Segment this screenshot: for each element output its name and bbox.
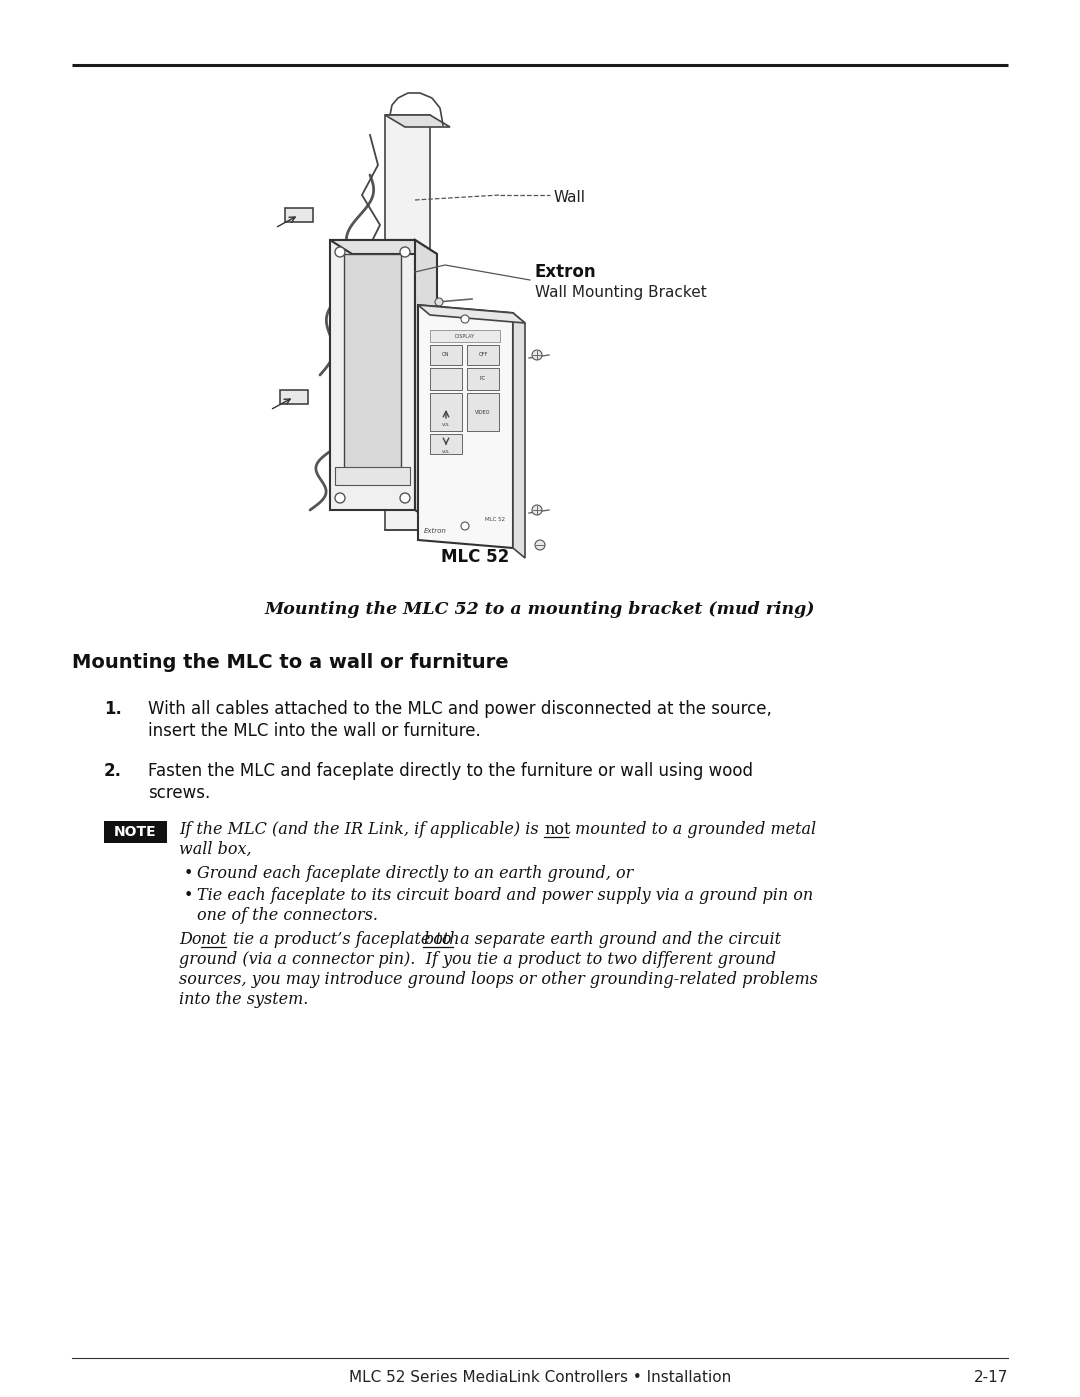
Text: not: not — [544, 821, 570, 838]
Bar — [280, 390, 308, 404]
Polygon shape — [513, 313, 525, 557]
Bar — [467, 393, 499, 432]
Bar — [345, 254, 401, 476]
Circle shape — [335, 247, 345, 257]
Bar — [467, 367, 499, 390]
Bar — [430, 393, 462, 432]
Text: VIDEO: VIDEO — [475, 409, 490, 415]
Text: Mounting the MLC 52 to a mounting bracket (mud ring): Mounting the MLC 52 to a mounting bracke… — [265, 601, 815, 617]
Text: wall box,: wall box, — [179, 841, 252, 858]
Circle shape — [535, 541, 545, 550]
Polygon shape — [415, 240, 437, 524]
Text: Ground each faceplate directly to an earth ground, or: Ground each faceplate directly to an ear… — [197, 865, 633, 882]
Text: DISPLAY: DISPLAY — [455, 334, 475, 338]
Circle shape — [435, 458, 443, 467]
Polygon shape — [384, 115, 430, 529]
Circle shape — [400, 493, 410, 503]
Text: VOL: VOL — [442, 450, 450, 454]
Text: •: • — [184, 865, 193, 882]
Bar — [335, 467, 410, 485]
Text: PC: PC — [480, 377, 486, 381]
Circle shape — [532, 504, 542, 515]
Polygon shape — [418, 305, 513, 548]
Text: 2-17: 2-17 — [974, 1370, 1008, 1386]
Bar — [430, 367, 462, 390]
Bar — [430, 345, 462, 365]
Polygon shape — [418, 305, 525, 323]
Circle shape — [400, 247, 410, 257]
Polygon shape — [384, 115, 450, 127]
Text: Fasten the MLC and faceplate directly to the furniture or wall using wood: Fasten the MLC and faceplate directly to… — [148, 761, 753, 780]
Circle shape — [532, 351, 542, 360]
Text: Mounting the MLC to a wall or furniture: Mounting the MLC to a wall or furniture — [72, 652, 509, 672]
Text: tie a product’s faceplate to: tie a product’s faceplate to — [228, 930, 457, 949]
Text: ground (via a connector pin).  If you tie a product to two different ground: ground (via a connector pin). If you tie… — [179, 951, 777, 968]
Text: sources, you may introduce ground loops or other grounding-related problems: sources, you may introduce ground loops … — [179, 971, 818, 988]
Bar — [330, 240, 415, 510]
Bar — [430, 434, 462, 454]
Text: VOL: VOL — [442, 423, 450, 427]
Text: one of the connectors.: one of the connectors. — [197, 907, 378, 923]
Text: into the system.: into the system. — [179, 990, 309, 1009]
Text: Tie each faceplate to its circuit board and power supply via a ground pin on: Tie each faceplate to its circuit board … — [197, 887, 813, 904]
Text: ON: ON — [442, 352, 449, 358]
Bar — [467, 345, 499, 365]
Text: both: both — [423, 930, 459, 949]
Bar — [104, 821, 167, 842]
Circle shape — [461, 522, 469, 529]
Text: OFF: OFF — [478, 352, 488, 358]
Text: NOTE: NOTE — [114, 826, 157, 840]
Polygon shape — [330, 240, 437, 254]
Text: MLC 52: MLC 52 — [441, 548, 509, 566]
Circle shape — [435, 298, 443, 306]
Text: 1.: 1. — [104, 700, 122, 718]
Text: If the MLC (and the IR Link, if applicable) is: If the MLC (and the IR Link, if applicab… — [179, 821, 543, 838]
Text: Do: Do — [179, 930, 206, 949]
Bar — [285, 208, 313, 222]
Text: Wall: Wall — [553, 190, 585, 204]
Circle shape — [461, 314, 469, 323]
Text: •: • — [184, 887, 193, 904]
Circle shape — [335, 493, 345, 503]
Text: not: not — [201, 930, 227, 949]
Text: Wall Mounting Bracket: Wall Mounting Bracket — [535, 285, 706, 299]
Text: MLC 52 Series MediaLink Controllers • Installation: MLC 52 Series MediaLink Controllers • In… — [349, 1370, 731, 1386]
Text: With all cables attached to the MLC and power disconnected at the source,: With all cables attached to the MLC and … — [148, 700, 772, 718]
Text: a separate earth ground and the circuit: a separate earth ground and the circuit — [455, 930, 781, 949]
Text: Extron: Extron — [535, 263, 596, 281]
Text: insert the MLC into the wall or furniture.: insert the MLC into the wall or furnitur… — [148, 722, 481, 740]
Text: MLC 52: MLC 52 — [485, 517, 505, 522]
Text: screws.: screws. — [148, 784, 211, 802]
Text: mounted to a grounded metal: mounted to a grounded metal — [570, 821, 816, 838]
Bar — [430, 330, 500, 342]
Text: 2.: 2. — [104, 761, 122, 780]
Text: Extron: Extron — [424, 528, 447, 534]
